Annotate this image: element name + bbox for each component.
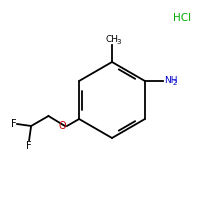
Text: O: O (58, 121, 66, 131)
Text: CH: CH (105, 35, 118, 44)
Text: 3: 3 (117, 39, 121, 45)
Text: F: F (11, 119, 16, 129)
Text: 2: 2 (173, 80, 177, 86)
Text: NH: NH (164, 76, 177, 85)
Text: HCl: HCl (173, 13, 191, 23)
Text: F: F (26, 141, 32, 151)
